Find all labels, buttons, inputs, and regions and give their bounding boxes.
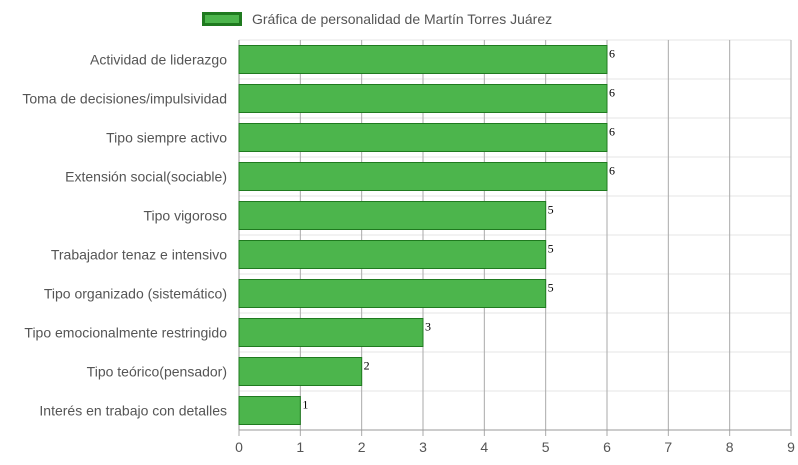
bar [238,84,608,113]
data-label: 5 [548,203,554,217]
bar [238,162,608,191]
x-tick-label: 3 [419,439,427,455]
x-tick-label: 4 [480,439,488,455]
data-label: 3 [425,320,431,334]
category-label: Extensión social(sociable) [65,169,227,185]
data-label: 6 [609,47,615,61]
x-tick-label: 1 [296,439,304,455]
bar [238,201,547,230]
category-label: Actividad de liderazgo [90,52,227,68]
x-tick-label: 8 [726,439,734,455]
legend-swatch [202,12,242,26]
bar [238,318,424,347]
bar [238,123,608,152]
x-tick-label: 9 [787,439,795,455]
data-label: 2 [364,359,370,373]
x-tick-label: 0 [235,439,243,455]
data-label: 5 [548,281,554,295]
x-tick-label: 7 [664,439,672,455]
category-label: Toma de decisiones/impulsividad [22,91,227,107]
bar [238,279,547,308]
category-label: Tipo siempre activo [106,130,227,146]
legend-label: Gráfica de personalidad de Martín Torres… [252,11,553,27]
category-label: Tipo organizado (sistemático) [44,286,227,302]
bar [238,396,301,425]
data-label: 6 [609,125,615,139]
bar [238,240,547,269]
data-label: 6 [609,86,615,100]
bar [238,45,608,74]
x-tick-label: 5 [542,439,550,455]
data-label: 1 [302,398,308,412]
data-label: 6 [609,164,615,178]
category-label: Interés en trabajo con detalles [39,403,227,419]
category-label: Tipo emocionalmente restringido [24,325,227,341]
x-tick-label: 6 [603,439,611,455]
legend[interactable]: Gráfica de personalidad de Martín Torres… [202,8,552,30]
category-label: Trabajador tenaz e intensivo [51,247,227,263]
category-label: Tipo vigoroso [143,208,227,224]
bar [238,357,363,386]
data-label: 5 [548,242,554,256]
x-tick-label: 2 [358,439,366,455]
category-label: Tipo teórico(pensador) [87,364,227,380]
